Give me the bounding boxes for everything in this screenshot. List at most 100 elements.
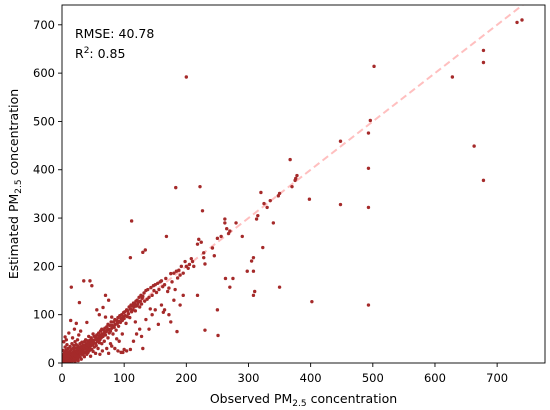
- data-point: [128, 255, 133, 260]
- y-tick-label: 0: [48, 356, 55, 370]
- rmse-annotation: RMSE: 40.78: [75, 26, 154, 41]
- data-point: [450, 75, 455, 79]
- y-tick-label: 700: [33, 18, 55, 32]
- data-point: [159, 303, 164, 307]
- data-point: [265, 205, 269, 210]
- data-point: [175, 276, 180, 280]
- data-point: [202, 251, 206, 255]
- data-point: [105, 346, 109, 351]
- data-point: [75, 338, 80, 342]
- data-point: [87, 334, 91, 339]
- data-point: [113, 346, 117, 351]
- data-point: [228, 285, 232, 289]
- data-point: [108, 323, 112, 328]
- x-axis: 0 100 200 300 400 500 600 700: [58, 363, 508, 385]
- data-point: [110, 315, 114, 319]
- x-tick-label: 500: [362, 371, 384, 385]
- data-point: [65, 342, 69, 347]
- data-point: [150, 312, 154, 317]
- data-point: [338, 202, 343, 207]
- data-point: [138, 305, 142, 309]
- data-point: [172, 271, 176, 275]
- data-point: [70, 336, 75, 340]
- x-axis-label-suffix: concentration: [307, 391, 398, 406]
- data-point: [149, 285, 153, 290]
- data-point: [223, 217, 227, 221]
- data-point: [64, 338, 69, 342]
- data-point: [94, 343, 98, 348]
- data-point: [126, 309, 130, 313]
- data-point: [216, 333, 220, 338]
- axes-frame: [61, 4, 546, 364]
- y-tick-label: 400: [33, 163, 55, 177]
- data-point: [153, 308, 157, 312]
- data-point: [181, 271, 185, 275]
- data-points: [62, 18, 524, 363]
- data-point: [128, 347, 133, 352]
- data-point: [67, 331, 71, 335]
- x-axis-label: Observed PM2.5 concentration: [210, 391, 397, 409]
- data-point: [62, 340, 66, 344]
- data-point: [106, 336, 110, 340]
- data-point: [288, 157, 292, 162]
- data-point: [69, 318, 73, 323]
- data-point: [186, 266, 190, 271]
- data-point: [271, 221, 276, 225]
- data-point: [177, 268, 181, 272]
- data-point: [368, 118, 373, 123]
- data-point: [338, 139, 343, 143]
- data-point: [115, 337, 119, 341]
- data-point: [108, 329, 113, 333]
- data-point: [178, 273, 182, 277]
- y-tick-label: 600: [33, 66, 55, 80]
- data-point: [240, 234, 244, 239]
- data-point: [101, 334, 105, 339]
- data-point: [372, 64, 376, 69]
- data-point: [122, 347, 126, 352]
- data-point: [76, 358, 80, 363]
- data-point: [100, 341, 104, 346]
- x-tick-label: 200: [175, 371, 197, 385]
- data-point: [111, 332, 115, 336]
- data-point: [254, 217, 259, 221]
- y-axis-label-text: Estimated PM: [6, 194, 21, 279]
- data-point: [139, 302, 144, 306]
- data-point: [174, 185, 178, 190]
- data-point: [234, 221, 238, 225]
- data-point: [481, 178, 486, 183]
- data-point: [133, 320, 138, 324]
- data-point: [164, 276, 168, 281]
- x-axis-label-subscript: 2.5: [292, 399, 306, 409]
- data-point: [203, 262, 207, 266]
- y-tick-label: 300: [33, 211, 55, 225]
- data-point: [102, 339, 106, 343]
- data-point: [200, 209, 205, 213]
- y-tick-label: 500: [33, 114, 55, 128]
- data-point: [159, 279, 164, 283]
- data-point: [90, 284, 94, 288]
- data-point: [223, 276, 228, 281]
- data-point: [167, 312, 171, 317]
- data-point: [198, 184, 202, 189]
- data-point: [261, 245, 265, 250]
- data-point: [78, 329, 83, 333]
- data-point: [187, 262, 192, 267]
- data-point: [101, 305, 105, 310]
- data-point: [144, 317, 148, 322]
- data-point: [142, 291, 146, 295]
- data-point: [183, 259, 187, 264]
- r2-annotation-superscript: 2: [84, 46, 90, 56]
- data-point: [141, 346, 145, 351]
- data-point: [162, 283, 167, 287]
- r2-annotation-base: R: [75, 46, 84, 61]
- data-point: [277, 285, 282, 289]
- data-point: [73, 340, 77, 344]
- data-point: [366, 303, 371, 307]
- data-point: [142, 299, 147, 303]
- x-tick-label: 600: [424, 371, 446, 385]
- data-point: [215, 308, 220, 312]
- data-point: [366, 205, 371, 210]
- data-point: [310, 299, 314, 304]
- data-point: [141, 250, 145, 255]
